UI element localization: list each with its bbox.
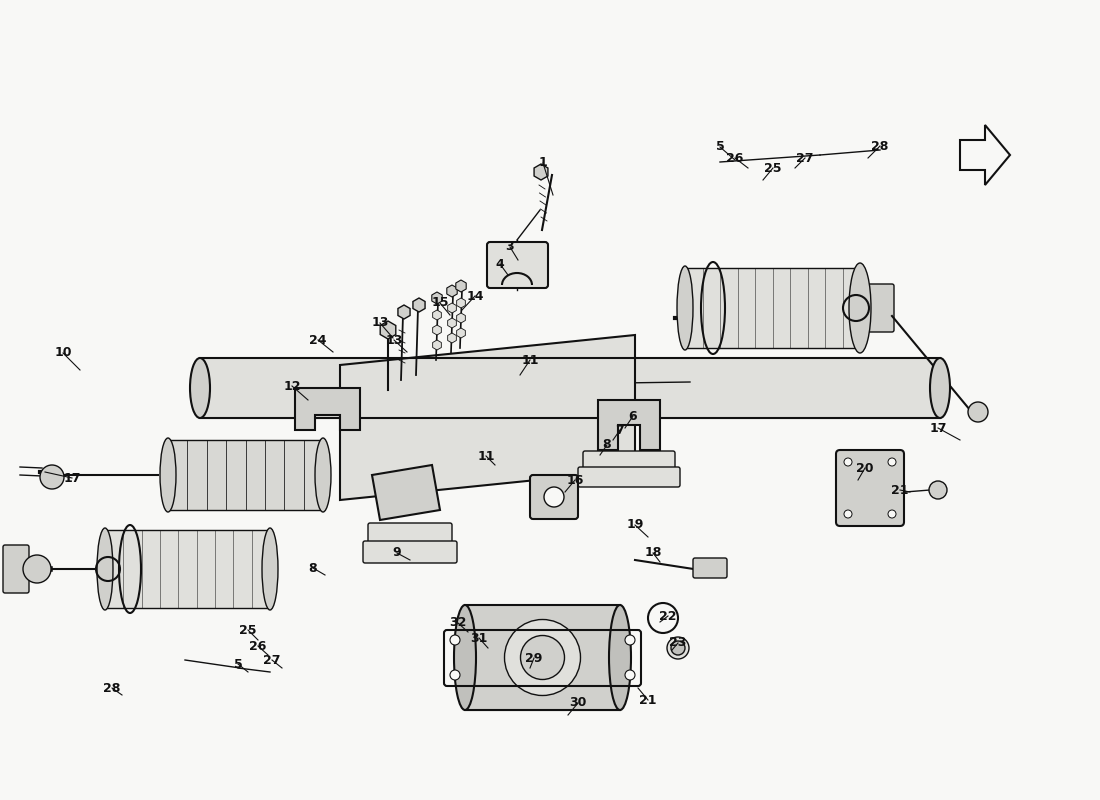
Ellipse shape [190, 358, 210, 418]
FancyBboxPatch shape [868, 284, 894, 332]
Text: 28: 28 [871, 139, 889, 153]
Circle shape [505, 619, 581, 695]
Text: 9: 9 [393, 546, 402, 559]
Text: 16: 16 [566, 474, 584, 486]
Circle shape [888, 458, 896, 466]
Text: 10: 10 [54, 346, 72, 359]
FancyBboxPatch shape [363, 541, 456, 563]
Text: 12: 12 [284, 379, 300, 393]
Text: 3: 3 [506, 241, 515, 254]
FancyBboxPatch shape [578, 467, 680, 487]
Circle shape [450, 670, 460, 680]
Text: 13: 13 [385, 334, 403, 346]
Ellipse shape [262, 528, 278, 610]
Text: 7: 7 [616, 423, 625, 437]
Polygon shape [295, 388, 360, 430]
Circle shape [844, 458, 852, 466]
Circle shape [888, 510, 896, 518]
Circle shape [544, 487, 564, 507]
Circle shape [520, 635, 564, 679]
Text: 8: 8 [603, 438, 612, 451]
Ellipse shape [609, 605, 631, 710]
FancyBboxPatch shape [368, 523, 452, 547]
Text: 5: 5 [233, 658, 242, 670]
Text: 4: 4 [496, 258, 505, 270]
Circle shape [625, 635, 635, 645]
Circle shape [968, 402, 988, 422]
Text: 27: 27 [796, 151, 814, 165]
Text: 14: 14 [466, 290, 484, 302]
Text: 17: 17 [64, 471, 80, 485]
Text: 13: 13 [372, 317, 388, 330]
Ellipse shape [454, 605, 476, 710]
Polygon shape [372, 465, 440, 520]
Circle shape [450, 635, 460, 645]
Text: 29: 29 [526, 651, 542, 665]
Polygon shape [598, 400, 660, 450]
Polygon shape [960, 125, 1010, 185]
FancyBboxPatch shape [487, 242, 548, 288]
FancyBboxPatch shape [693, 558, 727, 578]
Text: 24: 24 [309, 334, 327, 346]
Text: 6: 6 [629, 410, 637, 422]
Text: 31: 31 [471, 631, 487, 645]
Text: 23: 23 [669, 637, 686, 650]
Ellipse shape [671, 641, 685, 655]
Text: 25: 25 [240, 623, 256, 637]
Text: 22: 22 [659, 610, 676, 622]
Text: 20: 20 [856, 462, 873, 474]
FancyBboxPatch shape [530, 475, 578, 519]
Text: 21: 21 [891, 483, 909, 497]
FancyBboxPatch shape [836, 450, 904, 526]
Circle shape [40, 465, 64, 489]
Text: 25: 25 [764, 162, 782, 174]
Ellipse shape [315, 438, 331, 512]
Text: 32: 32 [449, 617, 466, 630]
Ellipse shape [160, 438, 176, 512]
Text: 26: 26 [726, 151, 744, 165]
Circle shape [23, 555, 51, 583]
Text: 15: 15 [431, 297, 449, 310]
Circle shape [625, 670, 635, 680]
Ellipse shape [849, 263, 871, 353]
Text: 1: 1 [539, 157, 548, 170]
Text: 11: 11 [521, 354, 539, 366]
Ellipse shape [676, 266, 693, 350]
FancyBboxPatch shape [583, 451, 675, 473]
Text: 5: 5 [716, 141, 725, 154]
Ellipse shape [930, 358, 950, 418]
Text: 21: 21 [639, 694, 657, 706]
Circle shape [844, 510, 852, 518]
Ellipse shape [97, 528, 113, 610]
Text: 18: 18 [645, 546, 662, 559]
Text: 30: 30 [570, 697, 586, 710]
Text: 28: 28 [103, 682, 121, 694]
Text: 11: 11 [477, 450, 495, 462]
FancyBboxPatch shape [3, 545, 29, 593]
Ellipse shape [667, 637, 689, 659]
Polygon shape [340, 335, 635, 500]
Circle shape [930, 481, 947, 499]
Text: 17: 17 [930, 422, 947, 434]
Text: 26: 26 [250, 639, 266, 653]
Text: 27: 27 [263, 654, 280, 666]
Text: 8: 8 [309, 562, 317, 574]
Text: 19: 19 [626, 518, 644, 531]
